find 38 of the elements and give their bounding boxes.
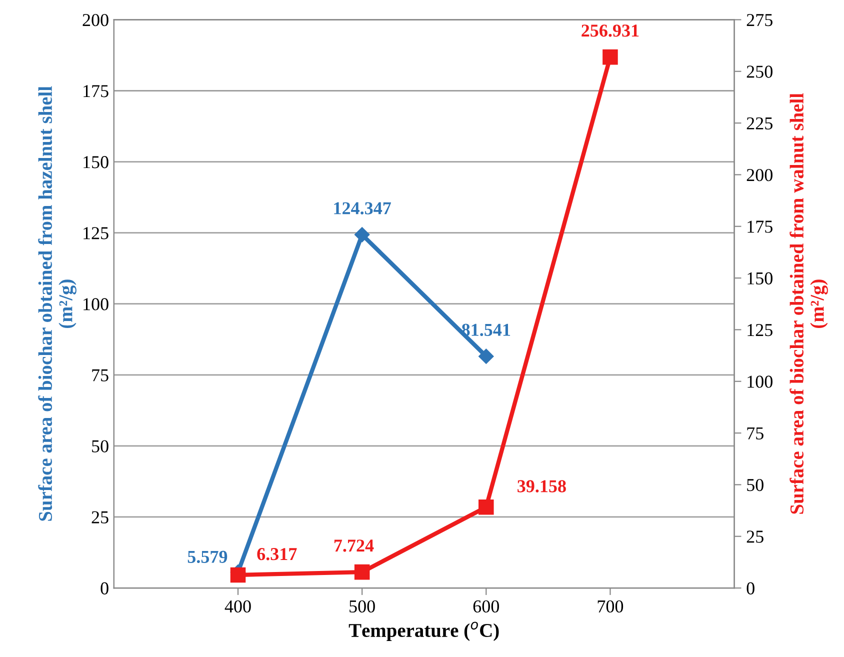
y2-tick-label: 225 bbox=[746, 117, 772, 130]
x-axis-title: Temperature ($^{o}$C) bbox=[348, 622, 499, 641]
y-tick-label: 25 bbox=[92, 511, 108, 524]
x-tick-label: 700 bbox=[598, 600, 624, 613]
y2-tick-label: 200 bbox=[746, 168, 772, 182]
y-tick-label: 200 bbox=[82, 14, 108, 26]
data-label: 124.347 bbox=[334, 202, 391, 214]
y2-tick-label: 175 bbox=[748, 220, 772, 233]
y-tick-label: 125 bbox=[84, 227, 108, 240]
x-tick-label: 600 bbox=[473, 600, 499, 613]
y-tick-label: 150 bbox=[84, 156, 108, 168]
y2-tick-label: 0 bbox=[746, 582, 754, 594]
y-tick-label: 50 bbox=[92, 440, 108, 452]
point bbox=[478, 499, 494, 515]
data-label: 6.317 bbox=[257, 548, 297, 560]
y2-axis-title: Surface area of biochar obtained from walnut shell (m²/g) bbox=[790, 93, 828, 514]
y-tick-label: 175 bbox=[84, 85, 108, 98]
y-axis-title: Surface area of biochar obtained from hazelnut shell (m²/g) bbox=[38, 86, 76, 521]
y2-tick-label: 50 bbox=[747, 478, 764, 492]
data-label: 5.579 bbox=[188, 550, 228, 564]
y2-tick-label: 25 bbox=[746, 530, 764, 543]
y2-tick-label: 275 bbox=[746, 14, 772, 26]
data-label: 39.158 bbox=[518, 480, 566, 492]
x-tick-label: 400 bbox=[224, 600, 251, 613]
point bbox=[230, 567, 246, 583]
y-tick-label: 100 bbox=[84, 298, 108, 310]
y2-tick-label: 125 bbox=[748, 324, 772, 336]
point bbox=[602, 49, 618, 65]
y-tick-label: 75 bbox=[92, 369, 108, 382]
y2-tick-label: 100 bbox=[748, 376, 772, 388]
point bbox=[354, 564, 370, 580]
y2-tick-label: 150 bbox=[748, 272, 772, 284]
x-tick-label: 500 bbox=[350, 600, 375, 613]
data-label: 7.724 bbox=[334, 540, 374, 552]
data-label: 256.931 bbox=[582, 24, 639, 37]
y-tick-label: 0 bbox=[100, 582, 108, 594]
y2-tick-label: 75 bbox=[747, 427, 764, 440]
y2-tick-label: 250 bbox=[746, 66, 772, 78]
